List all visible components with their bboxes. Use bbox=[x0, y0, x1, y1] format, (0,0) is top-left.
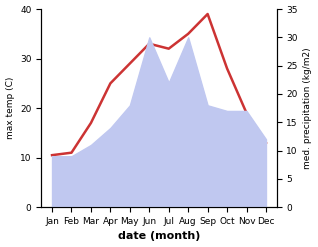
X-axis label: date (month): date (month) bbox=[118, 231, 200, 242]
Y-axis label: max temp (C): max temp (C) bbox=[5, 77, 15, 139]
Y-axis label: med. precipitation (kg/m2): med. precipitation (kg/m2) bbox=[303, 47, 313, 169]
